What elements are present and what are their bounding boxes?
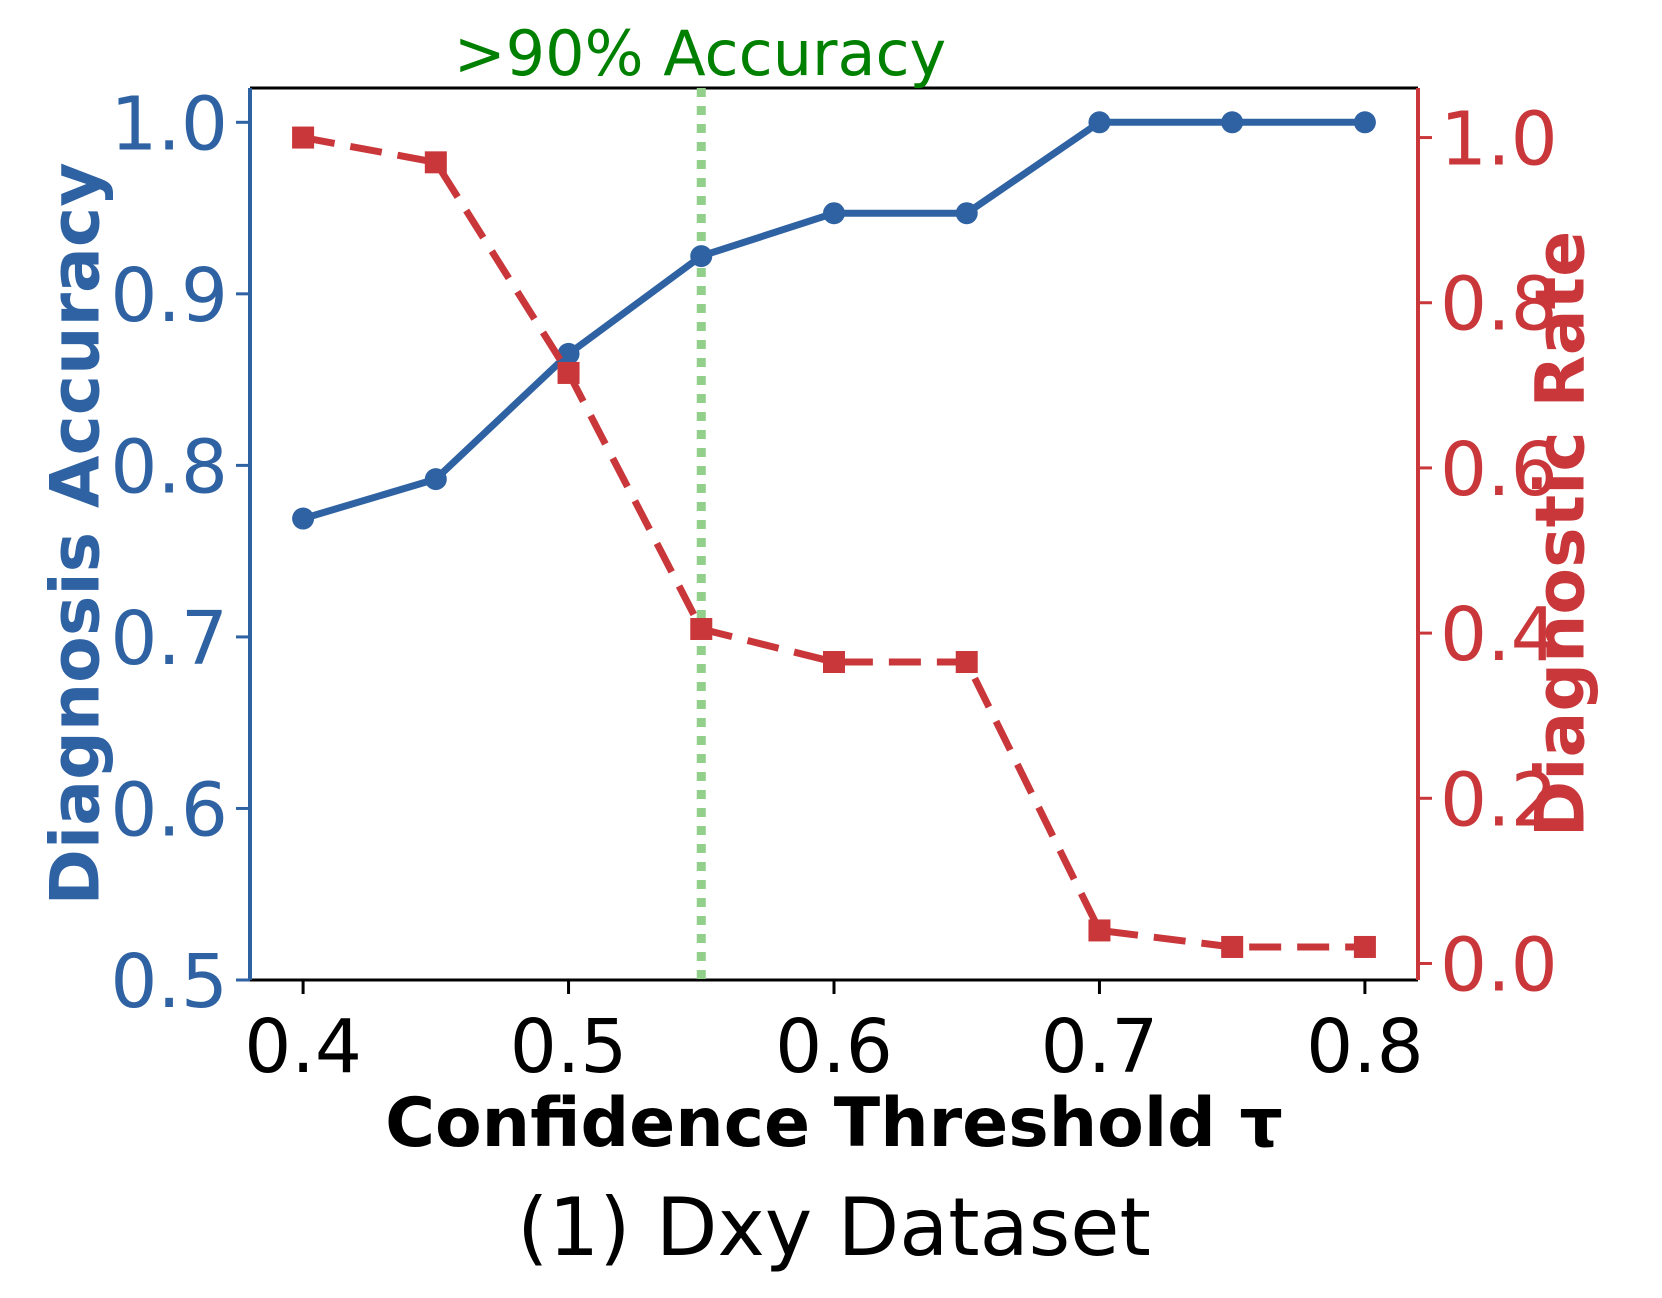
x-tick-label: 0.7 — [1041, 1004, 1159, 1090]
series-line-2 — [302, 134, 1365, 951]
series-point — [424, 468, 447, 491]
y-left-tick-label: 0.5 — [110, 939, 228, 1025]
y-left-tick-label: 0.8 — [110, 424, 228, 510]
series-point — [1088, 919, 1111, 942]
annotation-label: >90% Accuracy — [454, 17, 947, 90]
chart-subtitle: (1) Dxy Dataset — [517, 1181, 1151, 1274]
y-right-tick-label: 0.6 — [1440, 427, 1558, 513]
y-right-tick-label: 0.2 — [1440, 757, 1558, 843]
y-right-tick-label: 1.0 — [1440, 97, 1558, 183]
series-point — [955, 202, 978, 225]
x-tick-label: 0.8 — [1306, 1004, 1424, 1090]
series-line-1 — [302, 118, 1365, 522]
x-tick-label: 0.5 — [510, 1004, 628, 1090]
series-point — [823, 202, 845, 225]
y-axis-right-title: Diagnostic Rate — [1522, 231, 1601, 838]
series-point — [690, 617, 713, 640]
y-right-tick-label: 0.4 — [1440, 592, 1558, 678]
series-point — [557, 342, 580, 365]
series-point — [292, 126, 315, 149]
y-right-tick-label: 0.0 — [1440, 922, 1558, 1008]
x-tick-label: 0.6 — [775, 1004, 893, 1090]
series-point — [955, 651, 978, 674]
series-point — [1221, 111, 1244, 134]
ticks-layer: 0.4 0.5 0.6 0.7 0.80.50.60.70.80.91.00.00.20… — [110, 81, 1557, 1090]
series-point — [292, 507, 315, 530]
series-point — [1353, 935, 1376, 958]
y-left-tick-label: 0.9 — [110, 253, 228, 339]
series-point — [424, 151, 447, 174]
y-left-tick-label: 0.7 — [110, 596, 228, 682]
series-point — [690, 245, 713, 268]
y-right-tick-label: 0.8 — [1440, 262, 1558, 348]
series-point — [1221, 935, 1244, 958]
y-axis-left-title: Diagnosis Accuracy — [37, 162, 116, 905]
y-left-tick-label: 0.6 — [110, 767, 228, 853]
y-left-tick-label: 1.0 — [110, 81, 228, 167]
series-layer — [292, 111, 1376, 958]
x-axis-title: Confidence Threshold τ — [385, 1084, 1283, 1163]
series-point — [1088, 111, 1111, 134]
x-tick-label: 0.4 — [244, 1004, 362, 1090]
series-point — [557, 361, 580, 384]
series-point — [823, 651, 845, 674]
series-point — [1353, 111, 1376, 134]
